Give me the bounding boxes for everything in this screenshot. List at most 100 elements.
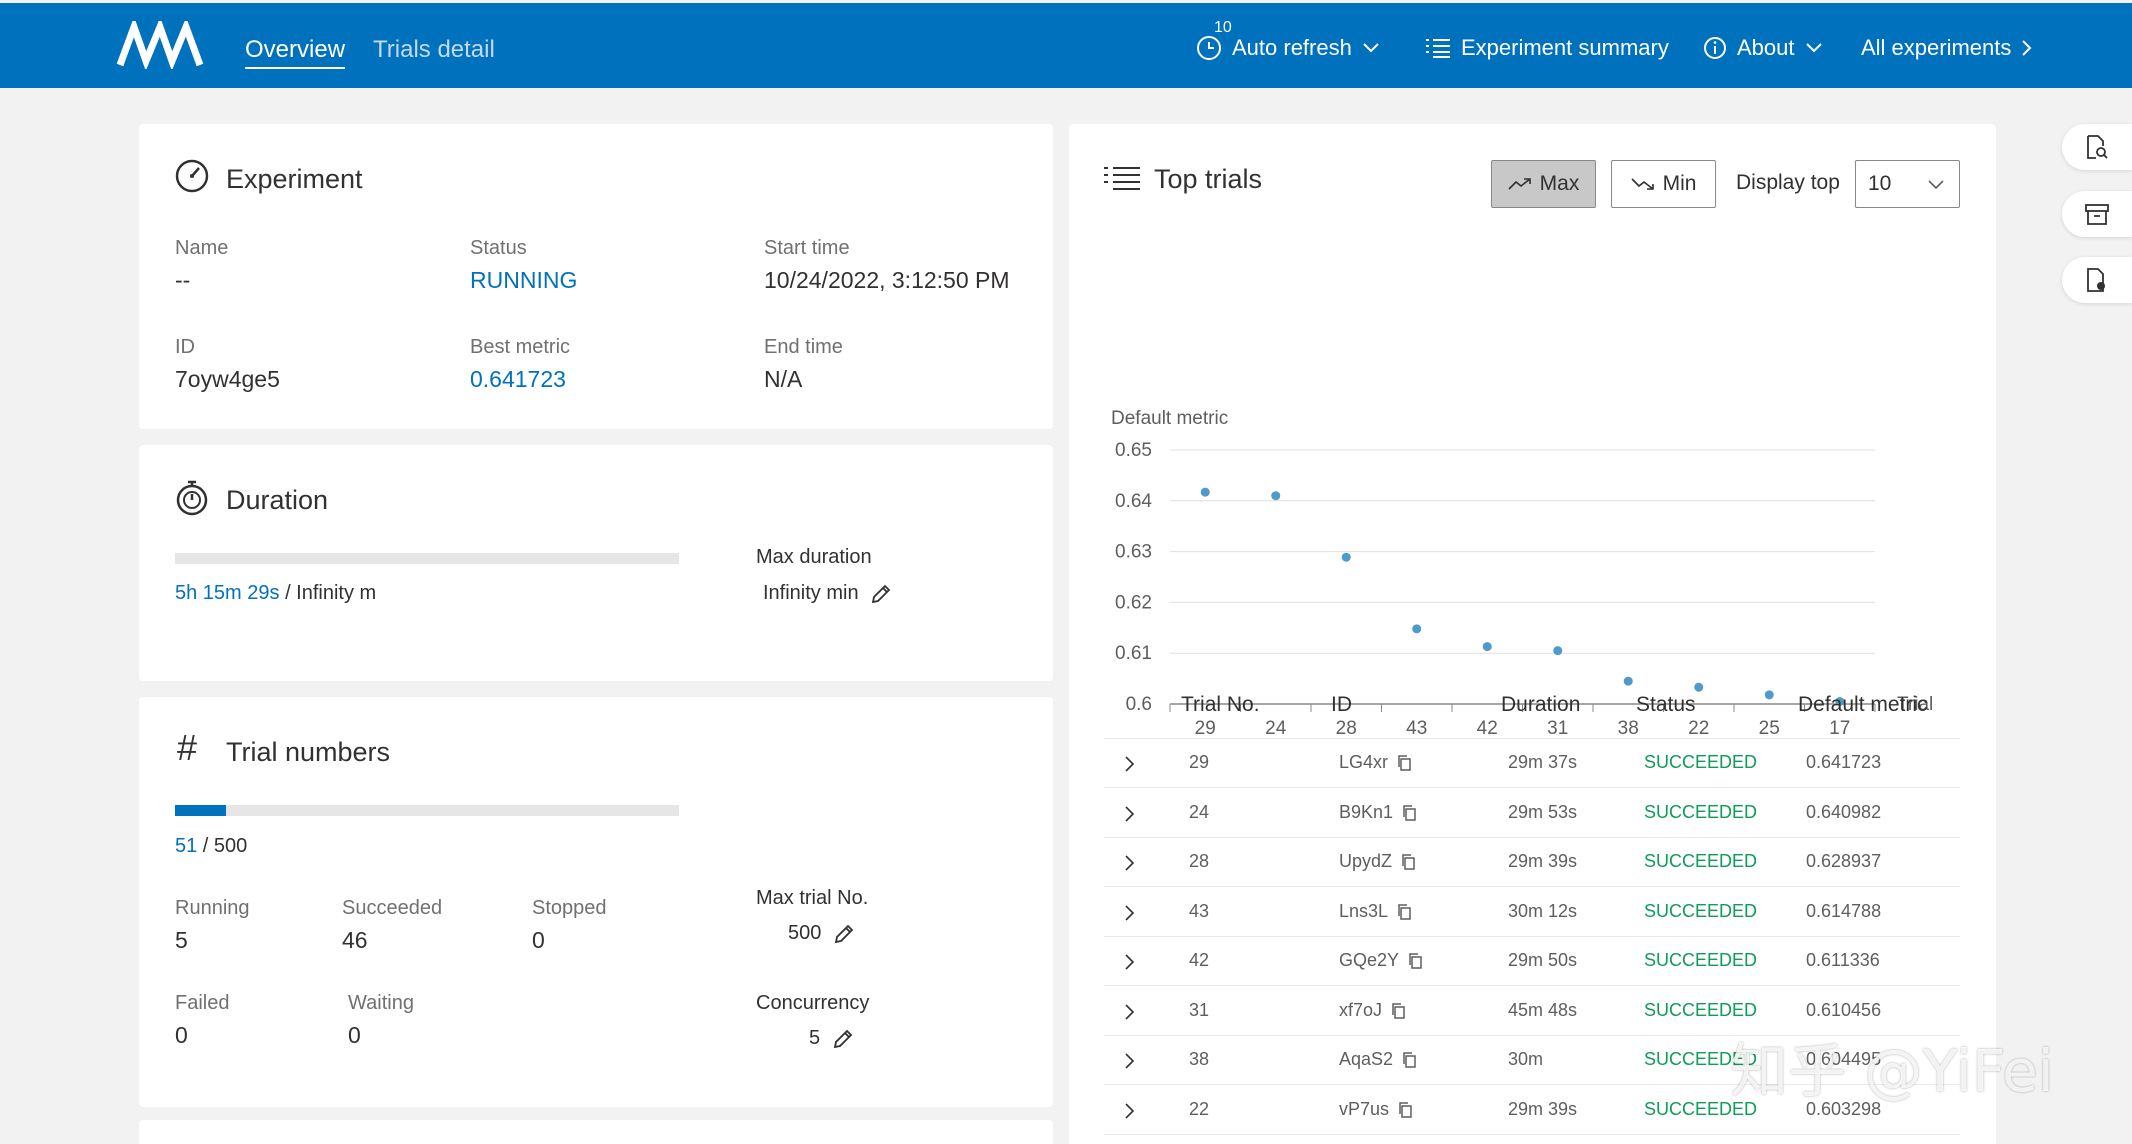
trial-status: SUCCEEDED [1644,999,1758,1020]
start-time-label: Start time [764,237,850,259]
col-duration[interactable]: Duration [1501,693,1581,716]
concurrency-value: 5 [809,1027,821,1049]
edit-icon[interactable] [870,583,892,605]
copy-icon[interactable] [1401,804,1417,822]
data-point[interactable] [1764,690,1774,700]
trend-down-icon [1631,178,1654,190]
table-row[interactable]: 43 Lns3L 30m 12s SUCCEEDED 0.614788 [1104,888,1960,937]
x-tick-label: 28 [1336,718,1357,739]
side-button-document[interactable] [2062,257,2132,303]
trial-no: 24 [1189,801,1210,822]
trial-current: 51 [175,835,198,857]
data-point[interactable] [1835,696,1845,706]
copy-icon[interactable] [1396,903,1412,921]
all-experiments-button[interactable]: All experiments [1861,35,2033,61]
data-point[interactable] [1412,624,1422,634]
list-icon [1104,167,1140,190]
stopped-label: Stopped [532,897,607,919]
trial-id: vP7us [1339,1099,1413,1120]
min-button[interactable]: Min [1611,160,1716,208]
x-tick-label: 17 [1829,718,1850,739]
chevron-right-icon[interactable] [1124,953,1136,971]
data-point[interactable] [1553,646,1563,656]
status-label: Status [470,237,527,259]
trial-duration: 30m 12s [1508,900,1578,921]
copy-icon[interactable] [1401,1051,1417,1069]
chevron-right-icon[interactable] [1124,904,1136,922]
max-trial-value: 500 [788,922,822,944]
duration-progress-text: 5h 15m 29s / Infinity m [175,582,376,605]
copy-icon[interactable] [1390,1002,1406,1020]
col-id[interactable]: ID [1331,693,1352,716]
table-row[interactable]: 24 B9Kn1 29m 53s SUCCEEDED 0.640982 [1104,789,1960,838]
chevron-right-icon[interactable] [1124,854,1136,872]
copy-icon[interactable] [1397,1101,1413,1119]
chevron-right-icon[interactable] [1124,1102,1136,1120]
data-point[interactable] [1694,682,1704,692]
tab-overview[interactable]: Overview [245,36,346,69]
table-row[interactable]: 22 vP7us 29m 39s SUCCEEDED 0.603298 [1104,1086,1960,1135]
trend-up-icon [1508,178,1531,190]
x-tick-label: 31 [1547,718,1568,739]
x-axis-label: Trial [1897,694,1933,715]
max-trial-field: 500 [788,922,855,945]
about-button[interactable]: About [1703,35,1823,61]
status-value: RUNNING [470,267,578,293]
side-button-archive[interactable] [2062,191,2132,237]
chevron-right-icon[interactable] [1124,805,1136,823]
trial-metric: 0.628937 [1806,851,1882,871]
running-label: Running [175,897,250,919]
trial-id: LG4xr [1339,752,1412,773]
waiting-label: Waiting [348,992,414,1014]
table-row[interactable]: 42 GQe2Y 29m 50s SUCCEEDED 0.611336 [1104,937,1960,986]
table-row[interactable]: 28 UpydZ 29m 39s SUCCEEDED 0.628937 [1104,838,1960,887]
trial-no: 29 [1189,752,1210,772]
data-point[interactable] [1341,552,1351,562]
max-label: Max [1539,172,1580,195]
data-point[interactable] [1482,642,1492,652]
best-metric-value[interactable]: 0.641723 [470,366,566,392]
table-row[interactable]: 31 xf7oJ 45m 48s SUCCEEDED 0.610456 [1104,987,1960,1036]
chevron-right-icon[interactable] [1124,1052,1136,1070]
table-row[interactable]: 29 LG4xr 29m 37s SUCCEEDED 0.641723 [1104,739,1960,788]
edit-icon[interactable] [832,1028,854,1050]
copy-icon[interactable] [1396,754,1412,772]
display-top-select[interactable]: 10 [1855,160,1960,208]
tab-trials-detail[interactable]: Trials detail [373,36,495,63]
speedometer-icon [175,159,209,193]
copy-icon[interactable] [1400,853,1416,871]
col-default-metric[interactable]: Default metric [1798,693,1928,716]
trial-status: SUCCEEDED [1644,801,1758,822]
trial-progress-fill [175,805,227,816]
y-axis-label: Default metric [1111,408,1228,429]
col-status[interactable]: Status [1636,693,1696,716]
side-button-log[interactable] [2062,124,2132,170]
copy-icon[interactable] [1407,952,1423,970]
edit-icon[interactable] [833,923,855,945]
hash-icon: # [177,727,198,768]
top-trials-chart: Default metric Trial 0.6 0.61 0.62 0.63 0.64… [1111,408,1933,739]
experiment-summary-button[interactable]: Experiment summary [1425,35,1669,61]
chevron-down-icon [1805,43,1822,53]
nni-logo-icon[interactable] [116,21,206,69]
trial-id: AqaS2 [1339,1049,1417,1070]
data-point[interactable] [1271,491,1281,501]
data-point[interactable] [1200,487,1210,497]
chevron-right-icon[interactable] [1124,755,1136,773]
top-trials-card: Top trials Max Min Display top 10 Defaul… [1069,124,1996,1144]
trial-id: UpydZ [1339,851,1416,872]
trial-no: 28 [1189,851,1210,871]
max-trial-label: Max trial No. [756,887,869,909]
duration-elapsed: 5h 15m 29s [175,582,280,604]
all-experiments-label: All experiments [1861,35,2012,60]
col-trial-no[interactable]: Trial No. [1181,693,1260,716]
max-button[interactable]: Max [1491,160,1596,208]
table-row[interactable]: 38 AqaS2 30m SUCCEEDED 0.604495 [1104,1036,1960,1085]
x-tick-label: 42 [1477,718,1498,739]
trial-status: SUCCEEDED [1644,900,1758,921]
trial-duration: 45m 48s [1508,999,1578,1020]
auto-refresh-button[interactable]: Auto refresh [1196,35,1380,61]
chevron-right-icon[interactable] [1124,1003,1136,1021]
trial-metric: 0.610456 [1806,999,1882,1020]
data-point[interactable] [1623,676,1633,686]
